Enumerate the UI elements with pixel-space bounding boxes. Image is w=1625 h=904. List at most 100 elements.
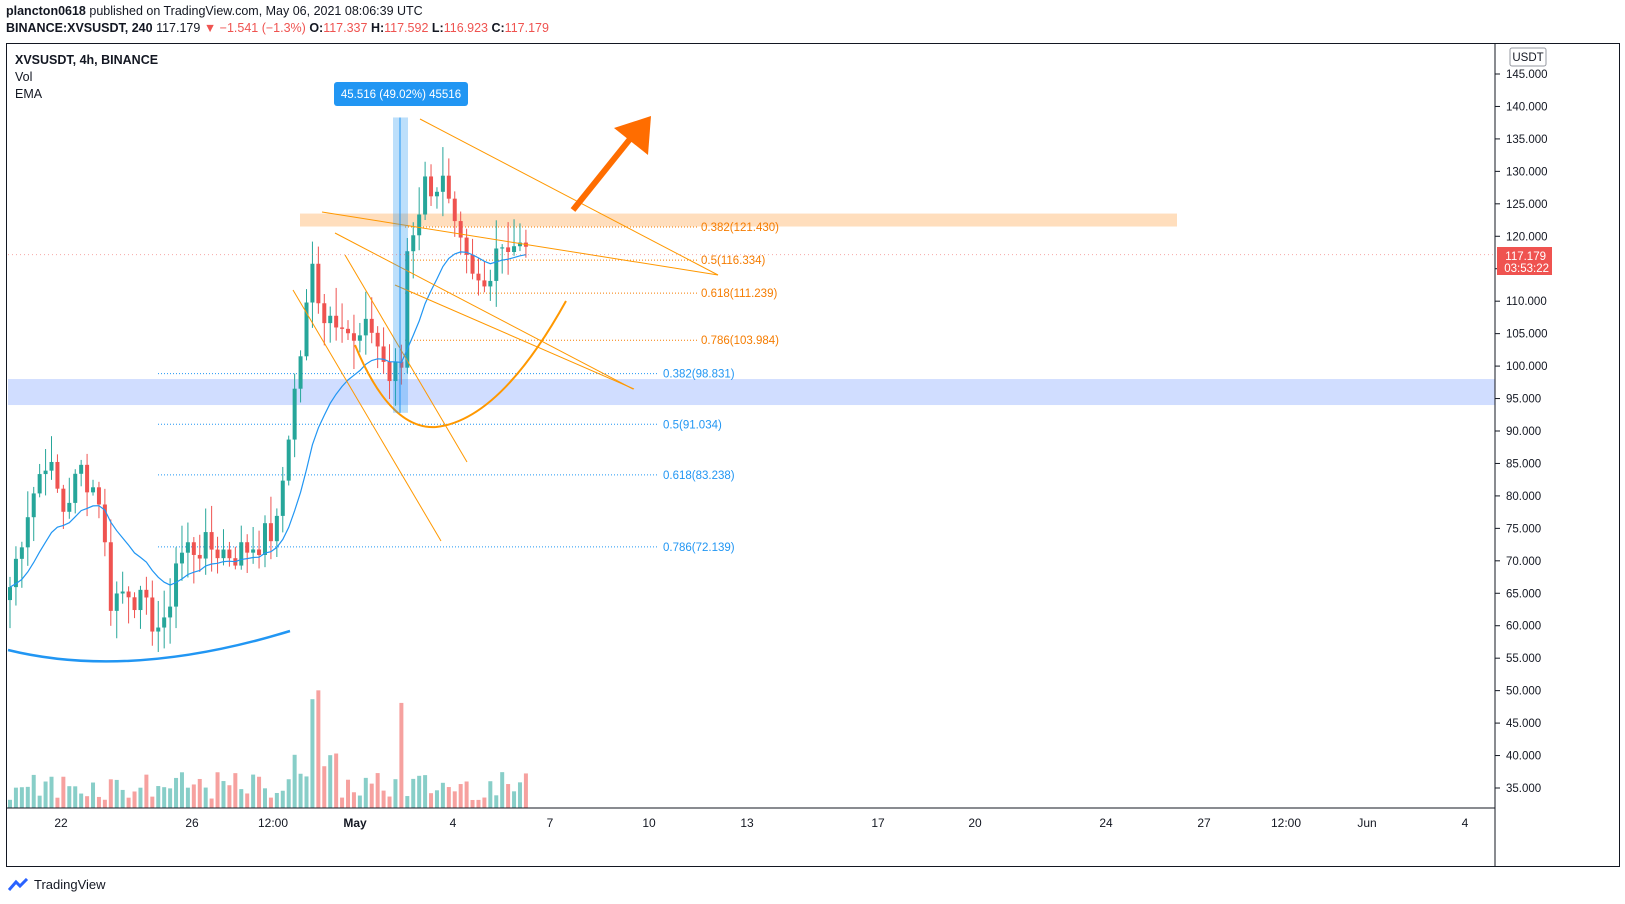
volume-bar xyxy=(304,776,309,808)
candle-body xyxy=(434,191,439,197)
candle-body xyxy=(262,523,267,555)
volume-bar xyxy=(500,772,505,808)
volume-bar xyxy=(114,779,119,808)
candle-body xyxy=(517,242,522,247)
candle-body xyxy=(351,333,356,341)
candle-body xyxy=(162,617,167,628)
candle-body xyxy=(387,361,392,382)
time-tick-label: 7 xyxy=(547,816,554,830)
candle-body xyxy=(96,487,101,505)
fib-level-label: 0.5(91.034) xyxy=(663,419,722,431)
candle-body xyxy=(482,280,487,287)
candle-body xyxy=(417,214,422,236)
volume-bar xyxy=(517,782,522,808)
volume-bar xyxy=(197,778,202,808)
ohlc-line: BINANCE:XVSUSDT, 240 117.179 ▼ −1.541 (−… xyxy=(6,21,549,36)
candle-body xyxy=(393,361,398,382)
time-tick-label: 12:00 xyxy=(258,816,288,830)
candle-body xyxy=(512,246,517,253)
candle-body xyxy=(221,549,226,559)
candle-body xyxy=(185,542,190,553)
volume-bar xyxy=(316,690,321,808)
volume-bar xyxy=(233,773,238,808)
last-price-text: 117.179 xyxy=(156,21,201,35)
volume-bar xyxy=(286,779,291,808)
volume-bar xyxy=(298,773,303,808)
volume-bar xyxy=(126,797,131,808)
candle-body xyxy=(494,248,499,281)
measure-label-box xyxy=(334,82,468,106)
change-text: ▼ −1.541 (−1.3%) xyxy=(203,21,306,35)
volume-bar xyxy=(43,781,48,808)
time-tick-label: 4 xyxy=(450,816,457,830)
candle-body xyxy=(85,464,90,493)
candle-body xyxy=(203,532,208,559)
legend-ema[interactable]: EMA xyxy=(15,87,43,101)
candle-body xyxy=(209,532,214,550)
candle-body xyxy=(215,549,220,559)
currency-box[interactable] xyxy=(1509,47,1547,67)
candle-body xyxy=(13,558,18,588)
candle-body xyxy=(310,263,315,303)
volume-bar xyxy=(340,797,345,808)
volume-bar xyxy=(363,777,368,808)
candle-body xyxy=(19,547,24,559)
ema-line xyxy=(9,251,527,588)
tradingview-icon xyxy=(8,877,29,891)
volume-bar xyxy=(322,766,327,808)
price-tick-label: 90.000 xyxy=(1506,426,1541,438)
volume-bar xyxy=(108,779,113,808)
candle-body xyxy=(126,591,131,598)
measure-label: 45.516 (49.02%) 45516 xyxy=(341,89,461,101)
volume-bar xyxy=(25,786,30,808)
volume-bar xyxy=(227,785,232,808)
open-label: O: xyxy=(309,21,324,35)
candle-body xyxy=(245,542,250,553)
volume-bar xyxy=(458,784,463,808)
volume-bar xyxy=(464,781,469,808)
volume-bar xyxy=(191,784,196,808)
volume-bar xyxy=(156,786,161,808)
candle-body xyxy=(150,597,155,632)
volume-bar xyxy=(67,786,72,808)
candle-body xyxy=(274,515,279,542)
low-label: L: xyxy=(431,21,444,35)
candle-body xyxy=(411,235,416,252)
candle-body xyxy=(168,606,173,618)
price-tick-label: 80.000 xyxy=(1506,491,1541,503)
price-tick-label: 35.000 xyxy=(1506,783,1541,795)
time-tick-label: 4 xyxy=(1462,816,1469,830)
volume-bar xyxy=(49,776,54,808)
price-tick-label: 100.000 xyxy=(1506,361,1548,373)
candle-body xyxy=(464,237,469,255)
time-tick-label: 27 xyxy=(1197,816,1211,830)
candle-body xyxy=(446,175,451,199)
candle-body xyxy=(369,318,374,333)
volume-bar xyxy=(346,779,351,808)
candle-body xyxy=(31,493,36,518)
volume-bar xyxy=(257,776,262,808)
volume-bar xyxy=(185,787,190,808)
volume-bar xyxy=(411,778,416,808)
volume-bar xyxy=(328,755,333,808)
author[interactable]: plancton0618 xyxy=(6,4,86,18)
volume-bar xyxy=(310,699,315,808)
price-tick-label: 45.000 xyxy=(1506,718,1541,730)
trend-line xyxy=(334,232,634,390)
tradingview-logo[interactable]: TradingView xyxy=(8,877,106,892)
publish-info: published on TradingView.com, May 06, 20… xyxy=(89,4,423,18)
price-tick-label: 50.000 xyxy=(1506,686,1541,698)
candle-body xyxy=(423,176,428,215)
high-value: 117.592 xyxy=(384,21,429,35)
volume-bar xyxy=(31,774,36,808)
legend-vol[interactable]: Vol xyxy=(15,70,33,84)
volume-bar xyxy=(334,753,339,808)
volume-bar xyxy=(482,797,487,808)
volume-bar xyxy=(179,772,184,808)
candle-body xyxy=(298,356,303,389)
volume-bar xyxy=(203,787,208,808)
volume-bar xyxy=(369,783,374,808)
volume-bar xyxy=(429,793,434,808)
price-tick-label: 65.000 xyxy=(1506,588,1541,600)
